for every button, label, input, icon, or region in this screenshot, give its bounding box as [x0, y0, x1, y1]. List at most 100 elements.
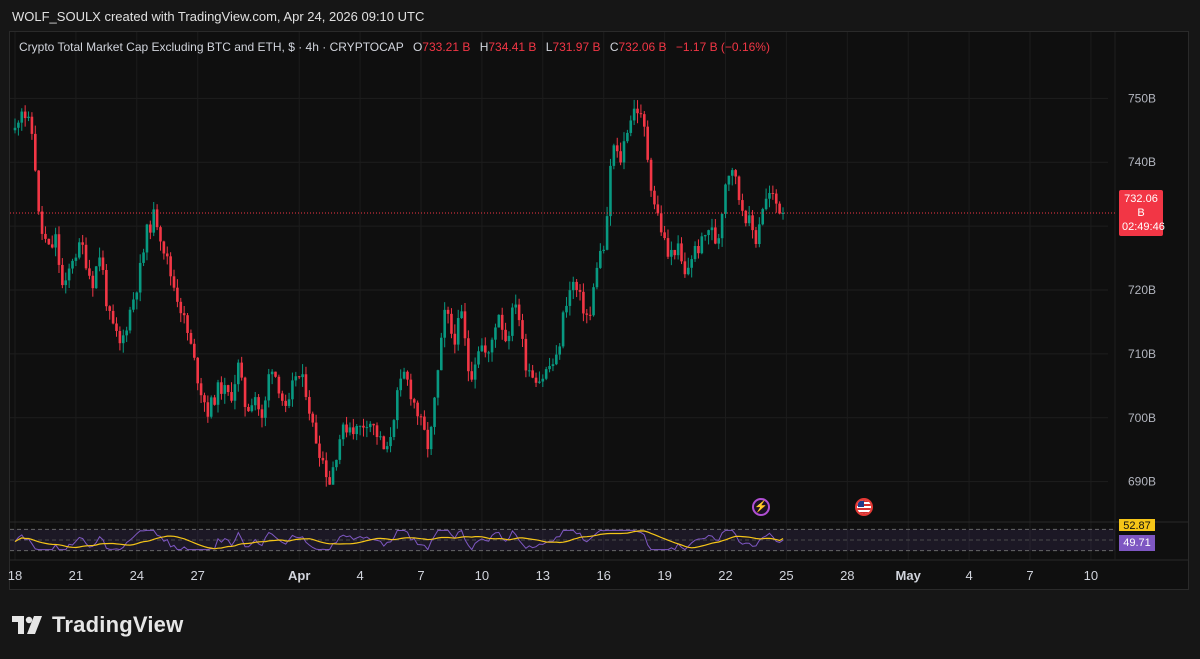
candle: [443, 309, 446, 338]
candle: [683, 261, 687, 275]
candle: [125, 330, 128, 336]
price-tick-label: 720B: [1128, 283, 1156, 297]
candle: [341, 424, 345, 440]
candle: [707, 230, 710, 236]
candle: [287, 399, 291, 406]
candle: [189, 332, 193, 344]
candle: [392, 420, 396, 438]
candle: [196, 357, 199, 384]
candle: [602, 249, 605, 251]
open-label: O: [412, 40, 423, 54]
candle: [233, 384, 237, 401]
symbol-title[interactable]: Crypto Total Market Cap Excluding BTC an…: [19, 40, 404, 54]
candle: [328, 477, 331, 485]
candle: [216, 382, 220, 405]
candle: [47, 238, 51, 245]
rsi-ma-line: [14, 530, 784, 550]
candle: [230, 392, 233, 401]
candle: [402, 371, 406, 379]
us-flag-icon[interactable]: [855, 498, 873, 516]
candle: [308, 396, 311, 414]
candle: [409, 379, 413, 400]
symbol-legend[interactable]: Crypto Total Market Cap Excluding BTC an…: [19, 40, 770, 54]
candle: [734, 170, 737, 177]
candle: [751, 215, 754, 231]
candle: [294, 376, 298, 381]
candle: [720, 213, 724, 239]
time-tick-label: 10: [475, 568, 489, 583]
candle: [213, 397, 216, 405]
candle: [182, 313, 186, 316]
candle: [544, 369, 548, 379]
candle: [358, 425, 362, 427]
rsi-band: [10, 529, 1115, 551]
bar-countdown: 02:49:46: [1122, 221, 1165, 233]
candle: [81, 242, 84, 245]
candle: [121, 335, 125, 344]
candle: [257, 397, 260, 410]
candle: [67, 268, 71, 281]
time-tick-label: 4: [356, 568, 363, 583]
time-tick-label: May: [896, 568, 922, 583]
open-value: 733.21 B: [422, 40, 471, 54]
candle: [223, 385, 227, 394]
candle: [91, 275, 95, 289]
candle: [321, 457, 325, 461]
time-tick-label: 27: [190, 568, 204, 583]
candle: [250, 405, 254, 412]
time-tick-label: 7: [417, 568, 424, 583]
candle: [399, 378, 402, 391]
candle: [423, 416, 426, 430]
candle: [761, 209, 765, 225]
time-axis: 18 21 24 27 Apr 4 7 10 13 16 19 22 25 28 May 4 7 10: [8, 568, 1098, 583]
candle: [615, 145, 619, 152]
close-value: 732.06 B: [618, 40, 667, 54]
candle: [781, 212, 785, 214]
time-tick-label: 16: [596, 568, 610, 583]
candle: [429, 426, 433, 450]
candle: [335, 459, 338, 468]
candle: [345, 424, 348, 433]
candle: [700, 236, 704, 254]
chart-frame[interactable]: [9, 31, 1189, 590]
candle: [592, 287, 595, 316]
rsi-line: [14, 529, 784, 551]
candle: [659, 213, 663, 233]
candle: [372, 423, 375, 426]
candle: [338, 439, 342, 460]
candle: [609, 165, 612, 217]
candle: [142, 252, 145, 263]
time-tick-label: 22: [718, 568, 732, 583]
candle: [632, 108, 636, 121]
time-tick-label: 10: [1084, 568, 1098, 583]
candles: [13, 99, 785, 487]
candle: [585, 313, 589, 315]
candle: [764, 198, 768, 210]
candle: [541, 378, 545, 382]
lightning-icon[interactable]: ⚡: [752, 498, 770, 516]
candle: [727, 175, 731, 185]
candle: [84, 244, 88, 269]
candle: [368, 423, 372, 428]
candle: [680, 243, 683, 262]
candle: [240, 362, 243, 378]
price-tick-label: 710B: [1128, 347, 1156, 361]
candle: [643, 114, 646, 127]
candle: [209, 397, 213, 417]
candle: [663, 232, 666, 239]
candle: [203, 395, 206, 403]
candle: [172, 276, 176, 288]
candle: [260, 409, 264, 418]
candle: [162, 241, 166, 254]
tradingview-logo[interactable]: TradingView: [12, 612, 183, 638]
candle: [670, 249, 673, 257]
candle: [193, 343, 196, 358]
candle: [382, 436, 386, 450]
candle: [460, 311, 463, 319]
price-tick-label: 700B: [1128, 411, 1156, 425]
time-tick-label: 13: [536, 568, 550, 583]
candle: [149, 224, 152, 233]
candle: [71, 260, 74, 269]
candle: [551, 364, 555, 367]
